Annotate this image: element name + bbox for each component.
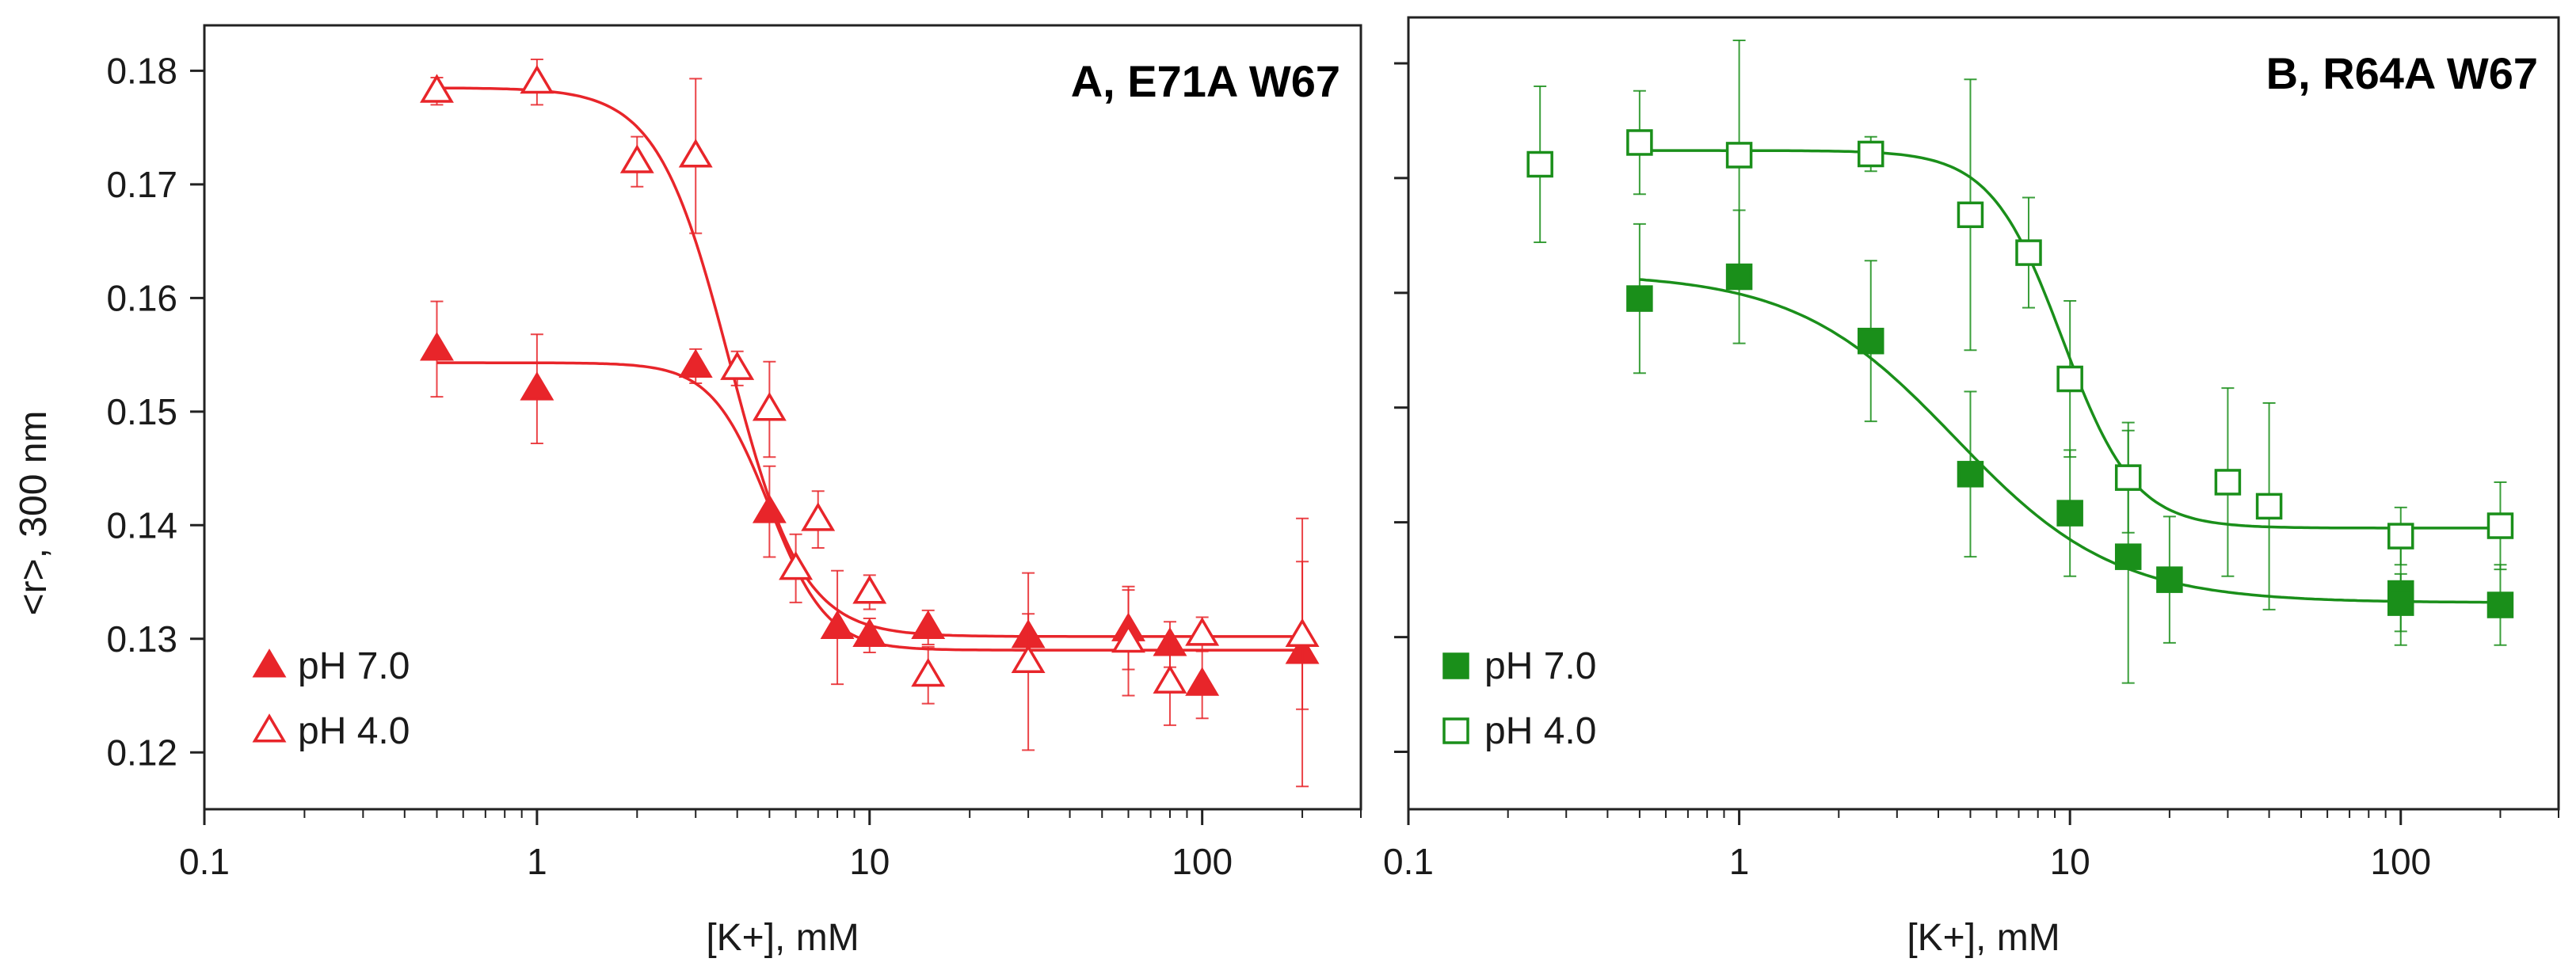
data-point-ph-7-0 bbox=[820, 610, 855, 639]
x-axis-label: [K+], mM bbox=[706, 917, 859, 959]
data-point-ph-7-0 bbox=[911, 610, 946, 639]
x-tick-label: 10 bbox=[2050, 841, 2090, 882]
data-point-ph-4-0 bbox=[1526, 150, 1553, 178]
panel-b: 0.1 1 10 100 [K+], mM B, R64A W67 pH 7.0 pH 4.0 bbox=[1383, 16, 2560, 959]
legend-label: pH 4.0 bbox=[298, 710, 410, 752]
plot-frame bbox=[1407, 16, 2560, 811]
x-tick-label: 0.1 bbox=[1383, 841, 1434, 882]
data-point-ph-4-0 bbox=[852, 575, 887, 604]
data-point-ph-4-0 bbox=[1153, 664, 1187, 694]
y-axis-title: <r>, 300 nm bbox=[13, 411, 55, 616]
legend-label: pH 4.0 bbox=[1484, 710, 1596, 752]
y-tick-label: 0.12 bbox=[106, 732, 177, 773]
x-tick-label: 0.1 bbox=[179, 841, 230, 882]
data-point-ph-4-0 bbox=[2387, 523, 2414, 550]
data-point-ph-7-0 bbox=[2486, 591, 2514, 618]
data-point-ph-4-0 bbox=[2255, 493, 2283, 520]
data-point-ph-7-0 bbox=[2056, 500, 2083, 527]
y-axis-label: <r>, 300 nm bbox=[13, 411, 55, 616]
data-point-ph-4-0 bbox=[1725, 142, 1753, 169]
x-tick-label: 100 bbox=[1172, 841, 1233, 882]
y-tick-label: 0.18 bbox=[106, 50, 177, 91]
y-tick-label: 0.13 bbox=[106, 618, 177, 660]
data-point-ph-7-0 bbox=[2156, 566, 2183, 593]
data-point-ph-7-0 bbox=[1185, 667, 1220, 696]
legend-marker bbox=[1442, 717, 1469, 744]
data-point-ph-7-0 bbox=[520, 371, 554, 401]
y-tick-label: 0.14 bbox=[106, 504, 177, 546]
data-point-ph-4-0 bbox=[1111, 623, 1145, 653]
data-point-ph-7-0 bbox=[852, 618, 887, 648]
data-point-ph-4-0 bbox=[1957, 201, 1984, 229]
data-point-ph-4-0 bbox=[2114, 464, 2142, 491]
data-point-ph-4-0 bbox=[779, 550, 814, 580]
x-tick-label: 10 bbox=[849, 841, 890, 882]
data-point-ph-4-0 bbox=[2056, 365, 2083, 393]
data-point-ph-7-0 bbox=[2387, 589, 2414, 616]
data-point-ph-7-0 bbox=[1957, 461, 1984, 488]
x-tick-label: 100 bbox=[2370, 841, 2431, 882]
plot-frame bbox=[203, 24, 1362, 811]
data-point-ph-7-0 bbox=[752, 494, 787, 523]
data-point-ph-4-0 bbox=[619, 144, 654, 173]
y-tick-label: 0.15 bbox=[106, 391, 177, 432]
x-axis-label: [K+], mM bbox=[1907, 917, 2060, 959]
legend-marker bbox=[252, 648, 287, 678]
data-point-ph-7-0 bbox=[1858, 327, 1884, 355]
legend-label: pH 7.0 bbox=[298, 645, 410, 687]
data-point-ph-4-0 bbox=[2486, 512, 2514, 539]
data-point-ph-4-0 bbox=[420, 74, 454, 103]
y-tick-label: 0.16 bbox=[106, 277, 177, 318]
data-point-ph-4-0 bbox=[752, 392, 787, 421]
data-point-ph-4-0 bbox=[520, 64, 554, 94]
data-point-ph-7-0 bbox=[2114, 543, 2142, 570]
x-tick-label: 1 bbox=[1729, 841, 1750, 882]
legend-marker bbox=[1442, 652, 1469, 679]
panel-title: B, R64A W67 bbox=[2266, 48, 2538, 98]
data-point-ph-4-0 bbox=[1011, 644, 1046, 674]
data-point-ph-4-0 bbox=[1185, 617, 1220, 646]
data-point-ph-7-0 bbox=[678, 348, 713, 378]
x-tick-label: 1 bbox=[527, 841, 547, 882]
data-point-ph-7-0 bbox=[420, 332, 454, 361]
data-point-ph-7-0 bbox=[1626, 285, 1653, 312]
data-point-ph-4-0 bbox=[801, 502, 836, 531]
legend-label: pH 7.0 bbox=[1484, 645, 1596, 687]
data-point-ph-4-0 bbox=[2214, 469, 2242, 496]
data-point-ph-4-0 bbox=[1626, 129, 1653, 156]
data-point-ph-4-0 bbox=[1285, 618, 1320, 648]
panel-title: A, E71A W67 bbox=[1071, 56, 1340, 106]
panel-a: 0.1 1 10 100 [K+], mM 0.12 0.13 0.14 0.15 0.16 0.1… bbox=[106, 24, 1362, 959]
data-point-ph-4-0 bbox=[1858, 140, 1884, 168]
data-point-ph-4-0 bbox=[911, 657, 946, 687]
data-point-ph-4-0 bbox=[2015, 239, 2042, 266]
y-tick-label: 0.17 bbox=[106, 164, 177, 205]
data-point-ph-4-0 bbox=[720, 351, 755, 380]
legend-marker bbox=[252, 713, 287, 743]
data-point-ph-4-0 bbox=[678, 139, 713, 168]
